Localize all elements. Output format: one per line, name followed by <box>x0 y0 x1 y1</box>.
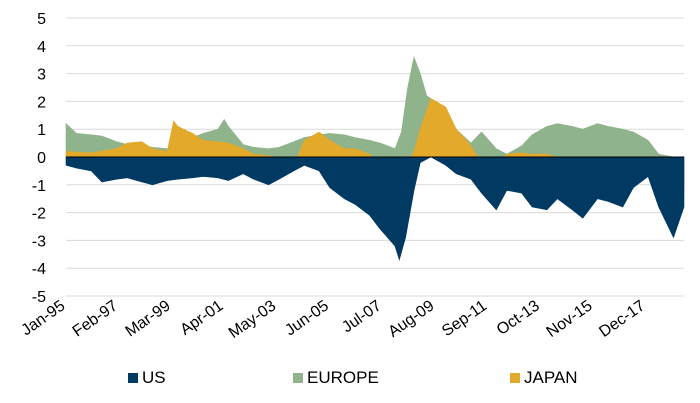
x-tick-label: Oct-13 <box>494 297 543 339</box>
y-tick-label: -3 <box>32 233 46 250</box>
series-area-europe <box>65 55 684 158</box>
y-tick-label: -5 <box>32 289 46 306</box>
x-tick-label: Aug-09 <box>385 297 437 341</box>
y-axis-tick-labels: 5 4 3 2 1 0 -1 -2 -3 -4 -5 <box>32 11 46 306</box>
legend-label-us: US <box>142 368 166 387</box>
x-tick-label: Jul-07 <box>339 297 385 336</box>
x-tick-label: Sep-11 <box>439 297 490 340</box>
legend-label-japan: JAPAN <box>524 368 578 387</box>
y-tick-label: 2 <box>37 94 46 111</box>
plot-area <box>65 55 685 261</box>
y-tick-label: -1 <box>32 178 46 195</box>
legend-swatch-us <box>128 373 138 383</box>
x-tick-label: Jun-05 <box>282 297 332 339</box>
legend-label-europe: EUROPE <box>307 368 379 387</box>
y-tick-label: 0 <box>37 150 46 167</box>
y-tick-label: 3 <box>37 67 46 84</box>
x-tick-label: Mar-99 <box>122 297 173 340</box>
y-tick-label: -2 <box>32 206 46 223</box>
y-tick-label: 1 <box>37 122 46 139</box>
y-tick-label: 4 <box>37 39 46 56</box>
x-tick-label: May-03 <box>226 297 280 342</box>
legend-swatch-europe <box>293 373 303 383</box>
y-tick-label: 5 <box>37 11 46 28</box>
series-area-us <box>65 156 685 261</box>
x-tick-label: Feb-97 <box>70 297 121 340</box>
y-tick-label: -4 <box>32 261 46 278</box>
x-axis-tick-labels: Jan-95 Feb-97 Mar-99 Apr-01 May-03 Jun-05 Jul-… <box>18 297 648 342</box>
x-tick-label: Nov-15 <box>544 297 596 341</box>
legend-swatch-japan <box>510 373 520 383</box>
x-tick-label: Apr-01 <box>177 297 226 339</box>
x-tick-label: Dec-17 <box>596 297 648 341</box>
legend: US EUROPE JAPAN <box>128 368 578 387</box>
